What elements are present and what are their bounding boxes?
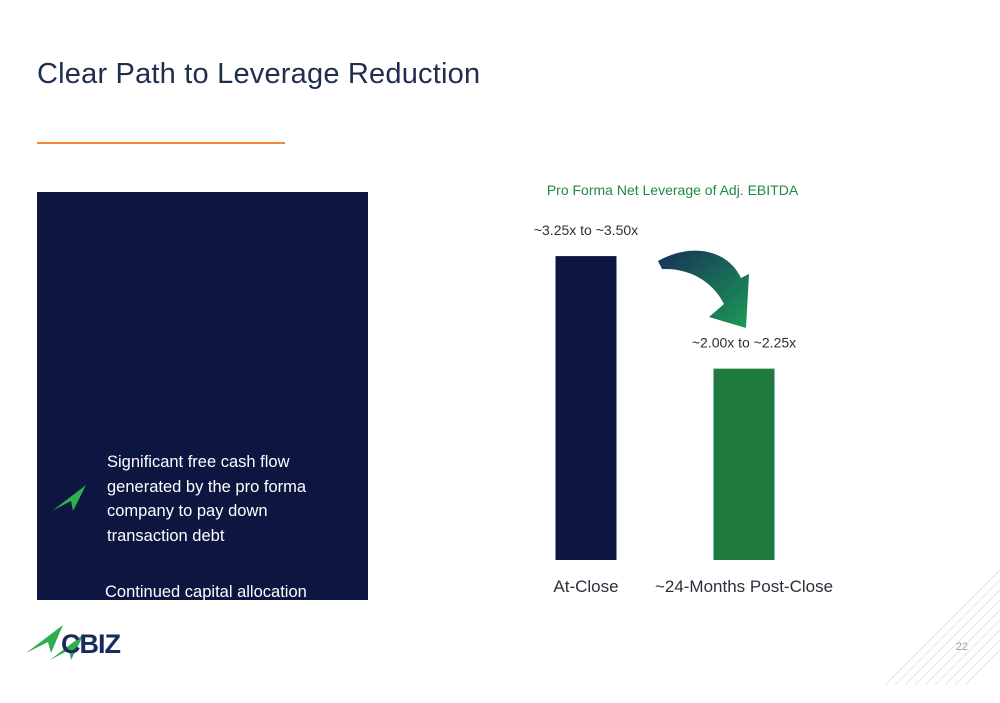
decorative-diagonal-lines: [884, 569, 1000, 685]
slide-title: Clear Path to Leverage Reduction: [37, 58, 481, 90]
page-number: 22: [955, 641, 968, 653]
title-accent-rule: [37, 142, 285, 144]
green-arrow-icon: [52, 485, 86, 511]
logo-swoosh-icon: [26, 625, 63, 653]
data-label: ~2.00x to ~2.25x: [692, 335, 796, 351]
green-arrow-icon: [50, 634, 84, 660]
logo-text: CBIZ: [61, 629, 120, 659]
bullet-text: Continued capital allocation approach ad…: [105, 583, 325, 699]
bar-0: [555, 256, 617, 560]
bullet-text: Significant free cash flow generated by …: [107, 453, 307, 545]
chart-title: Pro Forma Net Leverage of Adj. EBITDA: [546, 182, 799, 198]
category-label: At-Close: [553, 577, 618, 596]
cbiz-logo: CBIZ: [26, 625, 121, 659]
category-label: ~24-Months Post-Close: [655, 577, 833, 596]
chart-plot: ~3.25x to ~3.50x At-Close ~2.00x to ~2.25x…: [534, 222, 833, 596]
leverage-chart: Pro Forma Net Leverage of Adj. EBITDA ~3…: [500, 170, 860, 610]
bullet-panel: Significant free cash flow generated by …: [37, 192, 368, 699]
data-label: ~3.25x to ~3.50x: [534, 222, 638, 238]
bar-1: [713, 368, 775, 560]
decrease-arrow-icon: [658, 250, 749, 328]
